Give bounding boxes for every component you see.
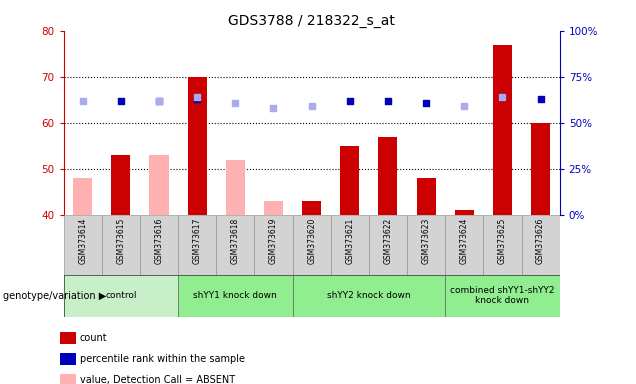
Point bbox=[192, 96, 202, 102]
Text: GSM373621: GSM373621 bbox=[345, 218, 354, 264]
Bar bbox=[149, 155, 169, 215]
Text: shYY1 knock down: shYY1 knock down bbox=[193, 291, 277, 300]
Bar bbox=[340, 146, 359, 215]
Bar bbox=[178, 275, 293, 317]
Bar bbox=[188, 77, 207, 215]
Title: GDS3788 / 218322_s_at: GDS3788 / 218322_s_at bbox=[228, 14, 395, 28]
Bar bbox=[369, 215, 407, 275]
Text: GSM373625: GSM373625 bbox=[498, 218, 507, 265]
Text: GSM373614: GSM373614 bbox=[78, 218, 87, 265]
Bar bbox=[378, 137, 398, 215]
Bar bbox=[178, 215, 216, 275]
Text: GSM373626: GSM373626 bbox=[536, 218, 545, 265]
Bar bbox=[417, 178, 436, 215]
Text: GSM373615: GSM373615 bbox=[116, 218, 125, 265]
Bar bbox=[302, 201, 321, 215]
Bar bbox=[293, 215, 331, 275]
Bar bbox=[445, 215, 483, 275]
Bar bbox=[483, 215, 522, 275]
Text: GSM373617: GSM373617 bbox=[193, 218, 202, 265]
Bar bbox=[216, 215, 254, 275]
Bar bbox=[254, 215, 293, 275]
Text: genotype/variation ▶: genotype/variation ▶ bbox=[3, 291, 106, 301]
Bar bbox=[522, 215, 560, 275]
Point bbox=[497, 94, 508, 100]
Bar bbox=[140, 215, 178, 275]
Bar bbox=[455, 210, 474, 215]
Text: GSM373619: GSM373619 bbox=[269, 218, 278, 265]
Text: GSM373624: GSM373624 bbox=[460, 218, 469, 265]
Bar bbox=[73, 178, 92, 215]
Point bbox=[230, 99, 240, 106]
Point bbox=[383, 98, 393, 104]
Bar bbox=[531, 123, 550, 215]
Text: shYY2 knock down: shYY2 knock down bbox=[327, 291, 411, 300]
Point bbox=[345, 98, 355, 104]
Text: GSM373622: GSM373622 bbox=[384, 218, 392, 264]
Bar bbox=[293, 275, 445, 317]
Bar bbox=[111, 155, 130, 215]
Text: combined shYY1-shYY2
knock down: combined shYY1-shYY2 knock down bbox=[450, 286, 555, 305]
Bar bbox=[102, 215, 140, 275]
Bar bbox=[64, 275, 178, 317]
Point bbox=[421, 99, 431, 106]
Point bbox=[268, 105, 279, 111]
Bar bbox=[331, 215, 369, 275]
Bar bbox=[64, 215, 102, 275]
Bar bbox=[445, 275, 560, 317]
Point bbox=[116, 98, 126, 104]
Point bbox=[154, 98, 164, 104]
Text: GSM373618: GSM373618 bbox=[231, 218, 240, 264]
Point bbox=[536, 96, 546, 102]
Bar bbox=[493, 45, 512, 215]
Text: count: count bbox=[80, 333, 107, 343]
Point bbox=[192, 94, 202, 100]
Text: percentile rank within the sample: percentile rank within the sample bbox=[80, 354, 244, 364]
Text: GSM373623: GSM373623 bbox=[422, 218, 431, 265]
Point bbox=[459, 103, 469, 109]
Point bbox=[154, 98, 164, 104]
Text: GSM373620: GSM373620 bbox=[307, 218, 316, 265]
Point bbox=[307, 103, 317, 109]
Text: control: control bbox=[105, 291, 137, 300]
Bar bbox=[264, 201, 283, 215]
Bar bbox=[407, 215, 445, 275]
Text: GSM373616: GSM373616 bbox=[155, 218, 163, 265]
Text: value, Detection Call = ABSENT: value, Detection Call = ABSENT bbox=[80, 375, 235, 384]
Point bbox=[78, 98, 88, 104]
Point bbox=[497, 94, 508, 100]
Bar bbox=[226, 160, 245, 215]
